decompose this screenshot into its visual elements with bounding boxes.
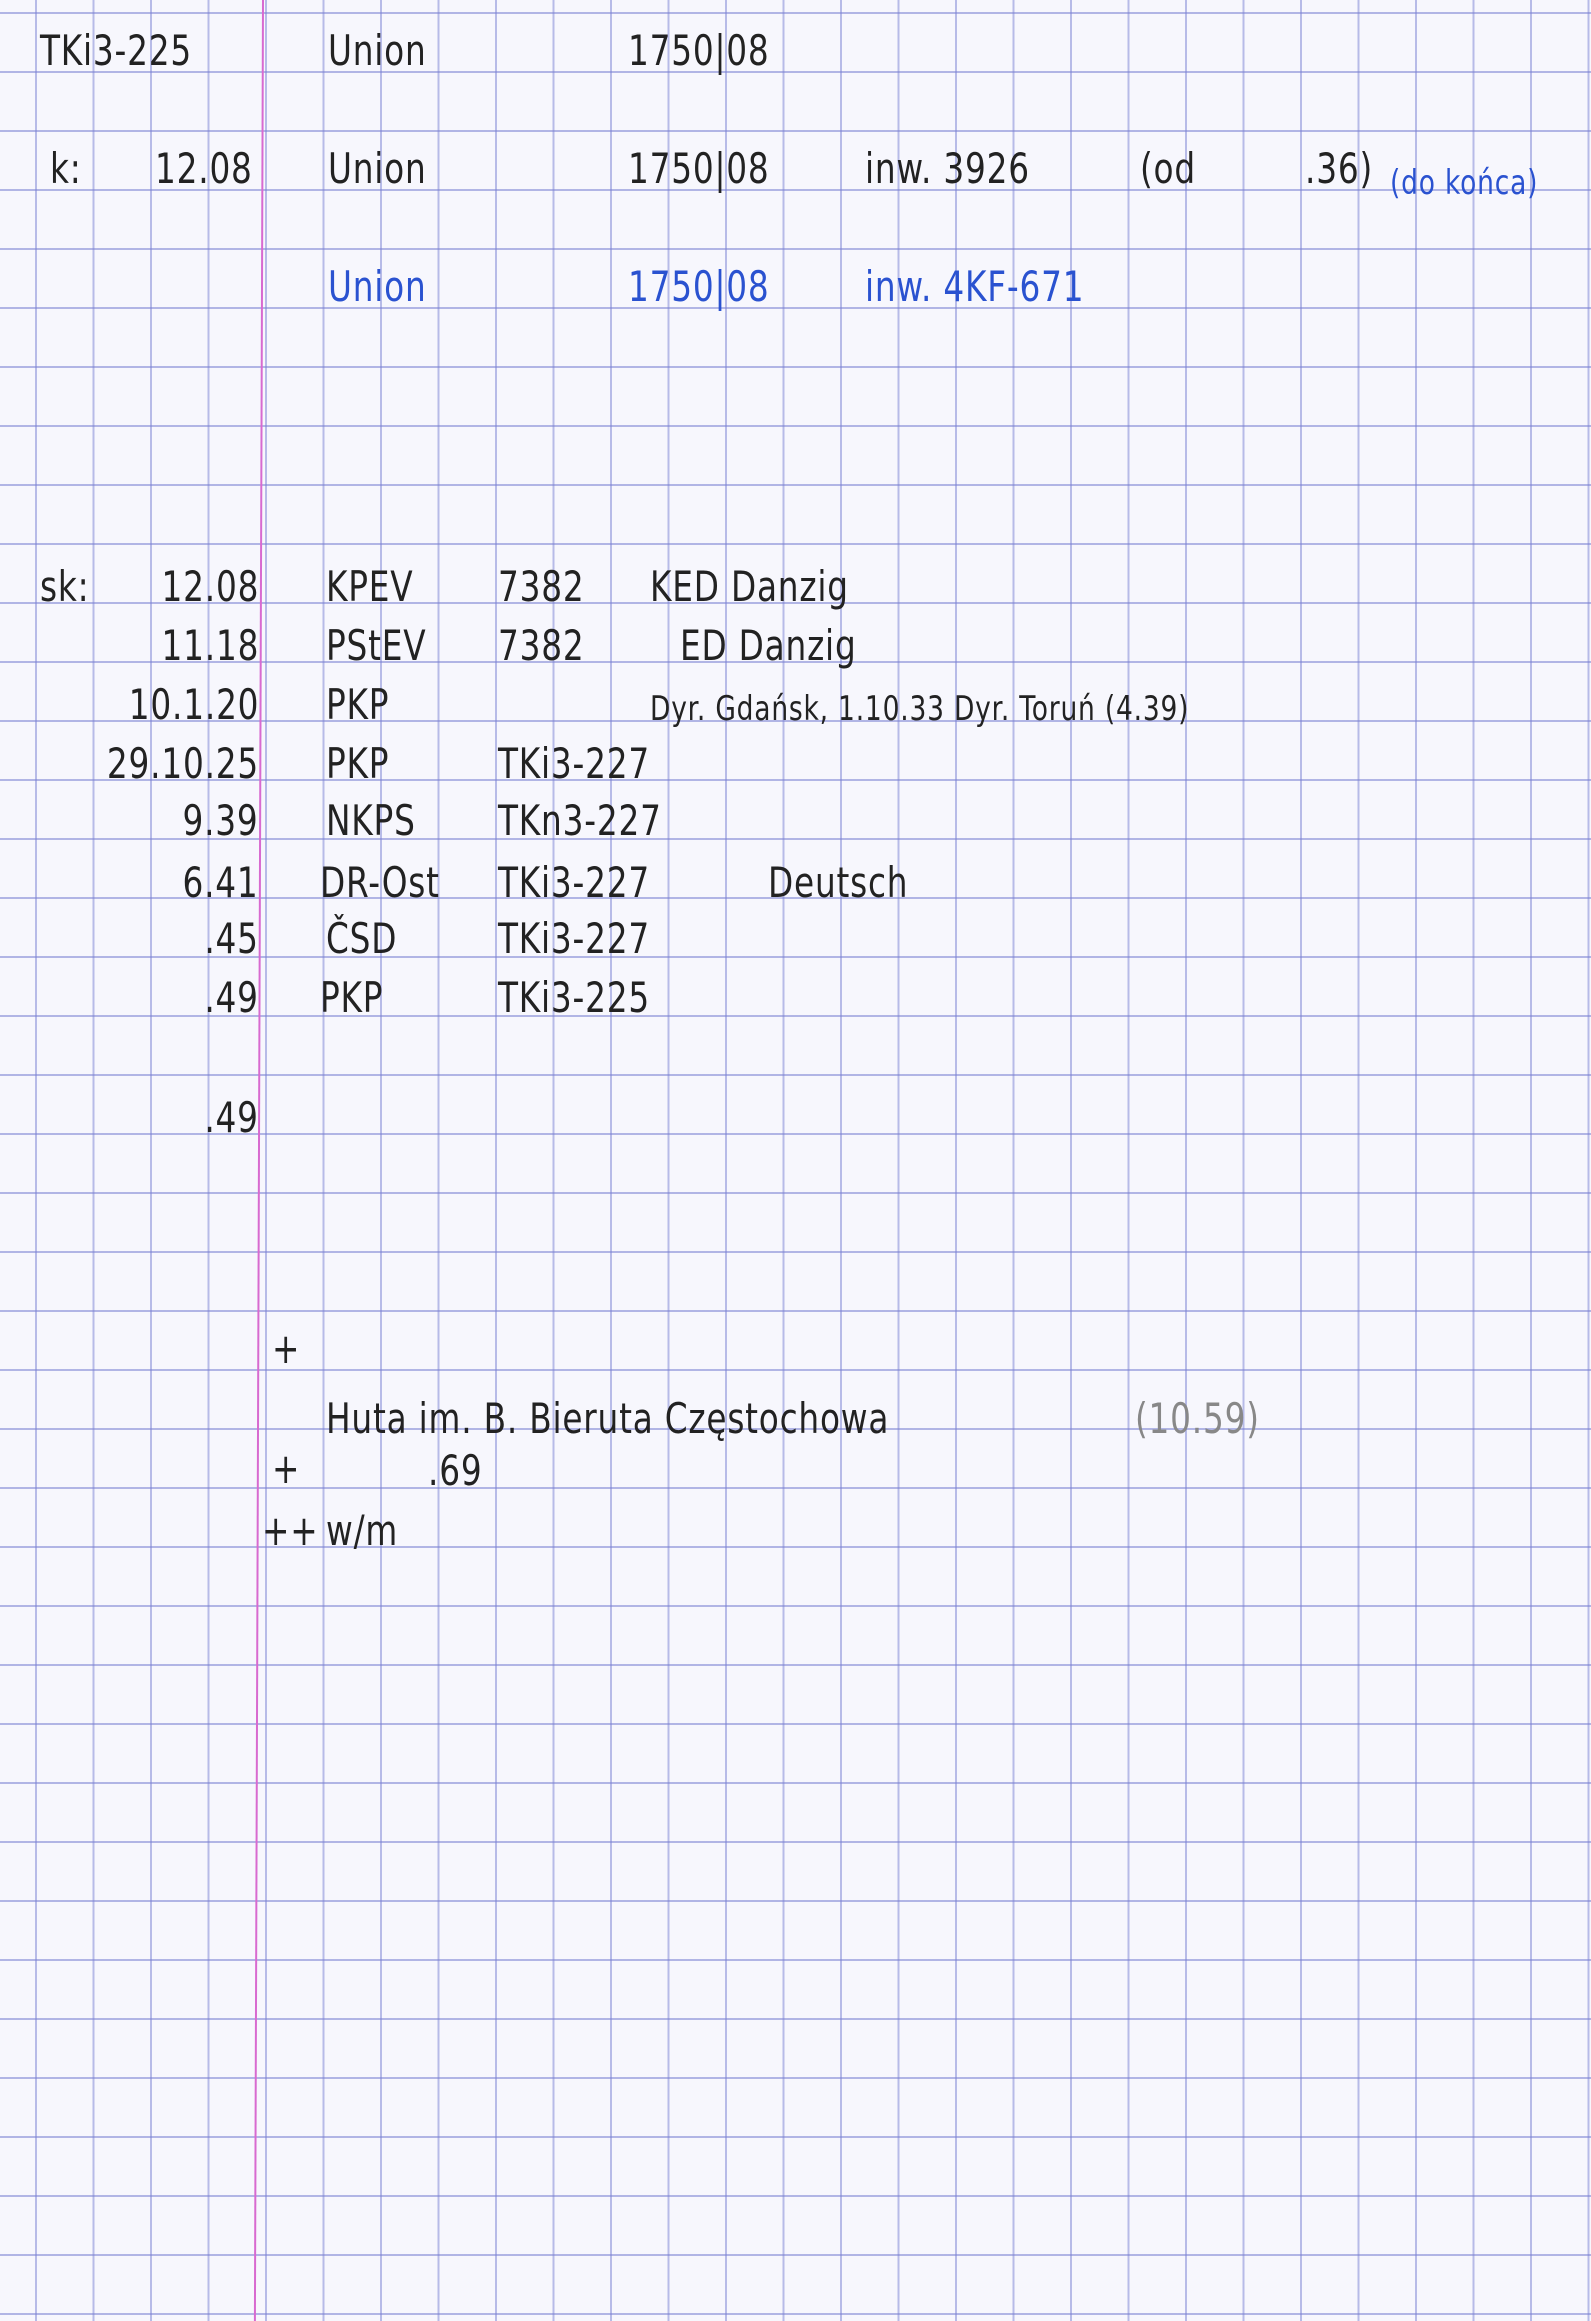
service-date: 9.39 bbox=[182, 796, 259, 845]
service-date: 10.1.20 bbox=[128, 680, 259, 729]
k-from-year: .36) bbox=[1305, 144, 1374, 193]
service-note: KED Danzig bbox=[650, 562, 849, 611]
service-number: 7382 bbox=[498, 621, 585, 670]
service-operator: PKP bbox=[326, 680, 390, 729]
service-operator: KPEV bbox=[326, 562, 414, 611]
service-number: TKi3-225 bbox=[498, 973, 651, 1022]
service-note: Deutsch bbox=[768, 858, 909, 907]
k-date: 12.08 bbox=[155, 144, 253, 193]
service-label: sk: bbox=[40, 562, 90, 611]
cross-mark: + bbox=[272, 1444, 301, 1493]
blue-builder: Union bbox=[328, 262, 427, 311]
scrapped-text: w/m bbox=[326, 1506, 399, 1555]
k-works-number: 1750|08 bbox=[628, 144, 770, 193]
service-date: 12.08 bbox=[161, 562, 259, 611]
service-number: TKn3-227 bbox=[498, 796, 662, 845]
k-note: (do końca) bbox=[1390, 163, 1539, 203]
industrial-user: Huta im. B. Bieruta Częstochowa bbox=[326, 1394, 890, 1443]
service-date: 11.18 bbox=[161, 621, 259, 670]
service-number: TKi3-227 bbox=[498, 858, 651, 907]
service-number: TKi3-227 bbox=[498, 914, 651, 963]
builder: Union bbox=[328, 26, 427, 75]
service-date: 6.41 bbox=[182, 858, 259, 907]
service-note: Dyr. Gdańsk, 1.10.33 Dyr. Toruń (4.39) bbox=[650, 689, 1190, 729]
locomotive-designation: TKi3-225 bbox=[40, 26, 193, 75]
service-operator: NKPS bbox=[326, 796, 416, 845]
service-number: TKi3-227 bbox=[498, 739, 651, 788]
service-number: 7382 bbox=[498, 562, 585, 611]
withdrawn-year: .69 bbox=[428, 1446, 483, 1495]
k-inventory: inw. 3926 bbox=[865, 144, 1030, 193]
service-operator: ČSD bbox=[326, 914, 398, 963]
industrial-date: (10.59) bbox=[1135, 1394, 1260, 1443]
service-date: .45 bbox=[204, 914, 259, 963]
margin-line bbox=[253, 0, 264, 2321]
cross-mark: + bbox=[272, 1324, 301, 1373]
service-note: ED Danzig bbox=[680, 621, 857, 670]
service-date: .49 bbox=[204, 973, 259, 1022]
service-date: 29.10.25 bbox=[106, 739, 259, 788]
works-number: 1750|08 bbox=[628, 26, 770, 75]
scrapped-mark: ++ bbox=[262, 1506, 319, 1555]
service-operator: PStEV bbox=[326, 621, 427, 670]
k-from: (od bbox=[1140, 144, 1196, 193]
extra-date: .49 bbox=[204, 1093, 259, 1142]
service-operator: DR-Ost bbox=[320, 858, 440, 907]
service-operator: PKP bbox=[326, 739, 390, 788]
k-label: k: bbox=[50, 144, 82, 193]
k-builder: Union bbox=[328, 144, 427, 193]
blue-works-number: 1750|08 bbox=[628, 262, 770, 311]
service-operator: PKP bbox=[320, 973, 384, 1022]
blue-inventory: inw. 4KF-671 bbox=[865, 262, 1085, 311]
